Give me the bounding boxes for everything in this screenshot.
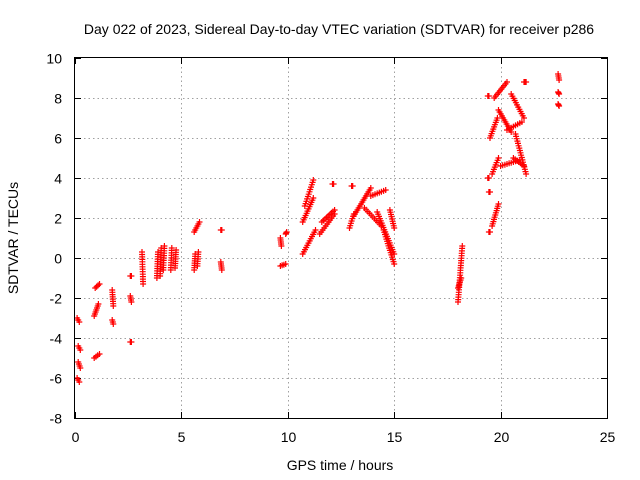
data-point-cluster <box>160 243 168 273</box>
y-axis-title: SDTVAR / TECUs <box>5 182 21 294</box>
data-point-cluster <box>172 247 180 271</box>
y-tick-label: 8 <box>54 91 62 107</box>
data-point-cluster <box>455 275 465 291</box>
data-point-cluster <box>277 261 289 269</box>
data-point-cluster <box>386 207 398 231</box>
data-point-cluster <box>299 227 319 257</box>
data-point-cluster <box>316 211 338 237</box>
x-tick-label: 25 <box>600 429 616 445</box>
x-tick-label: 15 <box>387 429 403 445</box>
data-point-cluster <box>217 227 225 233</box>
chart-title: Day 022 of 2023, Sidereal Day-to-day VTE… <box>84 21 594 37</box>
data-point-cluster <box>282 229 290 237</box>
data-point-cluster <box>109 287 117 309</box>
data-point-cluster <box>489 201 502 229</box>
data-point-cluster <box>484 93 492 99</box>
data-point-cluster <box>508 91 527 121</box>
data-point-cluster <box>127 339 135 345</box>
data-point-cluster <box>301 177 317 209</box>
y-tick-label: -6 <box>50 371 63 387</box>
data-point-cluster <box>194 249 202 269</box>
data-point-cluster <box>91 351 103 361</box>
data-point-cluster <box>127 273 135 279</box>
data-point-cluster <box>485 189 493 195</box>
x-axis-title: GPS time / hours <box>287 457 394 473</box>
data-point-cluster <box>361 205 385 229</box>
data-point-cluster <box>167 245 175 273</box>
y-tick-label: 2 <box>54 211 62 227</box>
data-point-cluster <box>521 79 530 85</box>
data-point-cluster <box>277 235 285 249</box>
x-tick-label: 20 <box>494 429 510 445</box>
x-tick-label: 0 <box>72 429 80 445</box>
data-point-cluster <box>92 281 103 291</box>
y-tick-label: -8 <box>50 411 63 427</box>
y-tick-label: 0 <box>54 251 62 267</box>
x-tick-label: 5 <box>178 429 186 445</box>
y-tick-label: -2 <box>50 291 63 307</box>
data-point-cluster <box>455 243 466 305</box>
y-tick-label: 6 <box>54 131 62 147</box>
x-tick-label: 10 <box>281 429 297 445</box>
data-point-cluster <box>504 119 525 133</box>
data-point-cluster <box>555 71 563 83</box>
data-point-cluster <box>487 115 501 141</box>
data-point-cluster <box>380 227 398 267</box>
data-point-cluster <box>217 259 225 273</box>
data-point-cluster <box>555 89 563 97</box>
grid <box>75 58 607 418</box>
data-point-cluster <box>367 187 389 199</box>
data-point-cluster <box>329 181 337 187</box>
data-point-cluster <box>318 207 338 225</box>
data-point-cluster <box>350 185 374 219</box>
data-point-cluster <box>512 131 530 177</box>
data-point-cluster <box>485 229 493 235</box>
data-point-cluster <box>191 219 203 235</box>
data-point-cluster <box>484 175 492 181</box>
data-point-cluster <box>127 293 135 305</box>
data-point-cluster <box>348 183 356 189</box>
data-point-cluster <box>299 195 317 225</box>
data-point-cluster <box>91 301 102 319</box>
data-point-cluster <box>109 317 117 327</box>
data-point-cluster <box>491 79 510 101</box>
plot-frame <box>74 57 608 419</box>
data-points <box>74 71 563 385</box>
y-tick-label: 4 <box>54 171 62 187</box>
data-point-cluster <box>489 155 502 177</box>
axis-ticks: 0 5 10 15 20 25 -8 -6 -4 -2 0 2 4 6 8 10 <box>46 51 615 446</box>
data-point-cluster <box>157 245 165 279</box>
y-tick-label: 10 <box>46 51 62 67</box>
data-point-cluster <box>139 249 147 287</box>
data-point-cluster <box>74 315 83 325</box>
data-point-cluster <box>495 107 515 135</box>
data-point-cluster <box>510 155 527 169</box>
data-point-cluster <box>74 375 83 385</box>
data-point-cluster <box>75 359 84 371</box>
y-tick-label: -4 <box>50 331 63 347</box>
data-point-cluster <box>555 101 563 109</box>
data-point-cluster <box>75 343 84 353</box>
